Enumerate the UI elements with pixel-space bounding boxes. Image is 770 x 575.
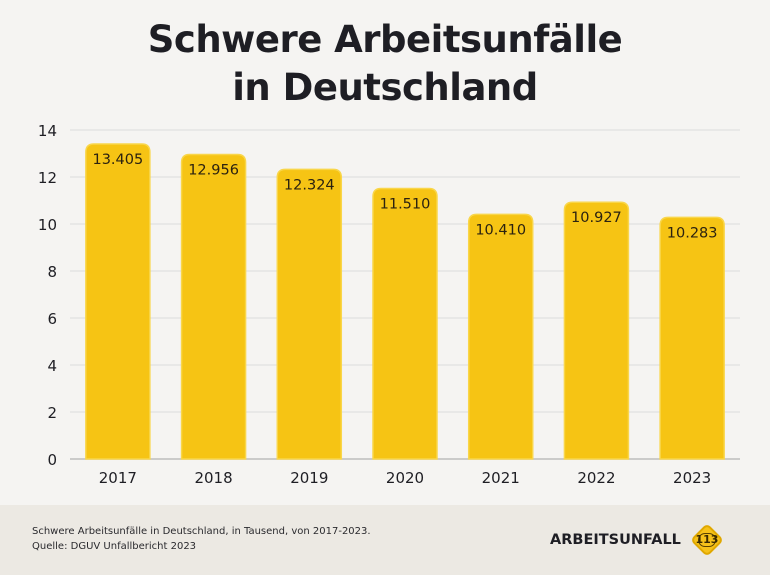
- x-axis-ticks: 2017 2018 2019 2020 2021 2022 2023: [99, 469, 711, 487]
- x-tick-label: 2020: [386, 469, 424, 487]
- y-tick-label: 0: [47, 451, 57, 469]
- road-sign-diamond-icon: 113: [689, 522, 725, 558]
- data-label-2018: 12.956: [188, 163, 239, 179]
- x-tick-label: 2022: [577, 469, 615, 487]
- data-label-2019: 12.324: [284, 177, 335, 193]
- brand-name: ARBEITSUNFALL: [550, 532, 681, 548]
- bar-2017: [85, 143, 151, 460]
- bar-2021: [467, 213, 534, 460]
- bar-2022: [563, 201, 630, 460]
- brand-logo: ARBEITSUNFALL 113: [550, 522, 725, 558]
- chart-title-line-1: Schwere Arbeitsunfälle: [147, 18, 623, 61]
- footer-note: Schwere Arbeitsunfälle in Deutschland, i…: [32, 526, 371, 537]
- data-label-2021: 10.410: [475, 222, 526, 238]
- x-tick-label: 2021: [482, 469, 520, 487]
- bar-chart: 0 2 4 6 8 10 12 14 13.405 12.956 12.324 11.510 10.4…: [38, 122, 740, 487]
- bar-2018: [180, 153, 247, 460]
- bar-2020: [372, 187, 438, 460]
- x-tick-label: 2019: [290, 469, 328, 487]
- bar-2019: [276, 168, 343, 460]
- bar-2023: [659, 216, 725, 460]
- x-tick-label: 2023: [673, 469, 711, 487]
- y-tick-label: 8: [47, 263, 57, 281]
- bars: [85, 143, 725, 460]
- y-tick-label: 12: [38, 169, 57, 187]
- data-label-2022: 10.927: [571, 210, 622, 226]
- y-tick-label: 6: [47, 310, 57, 328]
- y-tick-label: 2: [47, 404, 57, 422]
- chart-title: Schwere Arbeitsunfälle in Deutschland: [0, 16, 770, 112]
- badge-number: 113: [695, 533, 719, 546]
- badge-ring: [697, 533, 716, 547]
- data-labels: 13.405 12.956 12.324 11.510 10.410 10.927 10.2…: [92, 152, 717, 241]
- y-tick-label: 4: [47, 357, 57, 375]
- footer-caption: Schwere Arbeitsunfälle in Deutschland, i…: [32, 524, 371, 554]
- data-label-2020: 11.510: [380, 197, 431, 213]
- data-label-2023: 10.283: [667, 225, 718, 241]
- y-tick-label: 10: [38, 216, 57, 234]
- footer-source: Quelle: DGUV Unfallbericht 2023: [32, 541, 197, 552]
- chart-title-line-2: in Deutschland: [232, 66, 538, 109]
- x-tick-label: 2018: [194, 469, 232, 487]
- x-tick-label: 2017: [99, 469, 137, 487]
- data-label-2017: 13.405: [92, 152, 143, 168]
- footer: Schwere Arbeitsunfälle in Deutschland, i…: [0, 505, 770, 575]
- y-axis-ticks: 0 2 4 6 8 10 12 14: [38, 122, 57, 469]
- y-tick-label: 14: [38, 122, 57, 140]
